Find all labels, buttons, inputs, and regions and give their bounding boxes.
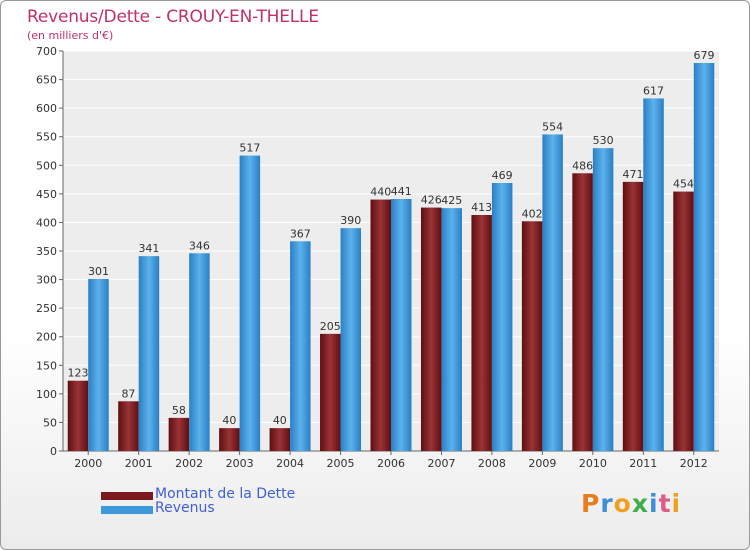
- data-label-debt: 440: [370, 186, 391, 199]
- proxiti-logo: Proxiti: [581, 489, 691, 525]
- x-tick-label: 2009: [528, 457, 556, 470]
- bar-debt: [420, 207, 442, 451]
- logo-letter: t: [658, 489, 672, 518]
- y-tick-label: 450: [36, 188, 57, 201]
- data-label-debt: 426: [421, 194, 442, 207]
- bar-revenue: [491, 183, 513, 451]
- bar-debt: [370, 199, 391, 451]
- bar-debt: [168, 417, 190, 451]
- y-tick-label: 0: [50, 445, 57, 458]
- y-tick-label: 600: [36, 102, 57, 115]
- bar-revenue: [391, 199, 412, 451]
- bar-debt: [269, 428, 291, 451]
- legend-label-revenue: Revenus: [155, 500, 215, 516]
- data-label-debt: 471: [623, 168, 644, 181]
- x-tick-label: 2005: [327, 457, 355, 470]
- y-tick-label: 700: [36, 45, 57, 58]
- x-tick-label: 2008: [478, 457, 506, 470]
- data-label-revenue: 367: [290, 227, 311, 240]
- data-label-revenue: 469: [492, 169, 513, 182]
- legend-swatch-revenue: [101, 506, 153, 514]
- y-tick-label: 250: [36, 302, 57, 315]
- bar-debt: [320, 333, 341, 451]
- bar-revenue: [189, 253, 210, 451]
- bar-debt: [471, 215, 492, 451]
- y-tick-label: 350: [36, 245, 57, 258]
- x-tick-label: 2000: [74, 457, 102, 470]
- data-label-revenue: 341: [138, 242, 159, 255]
- data-label-debt: 486: [572, 159, 593, 172]
- x-tick-label: 2001: [125, 457, 153, 470]
- y-tick-label: 400: [36, 216, 57, 229]
- y-tick-label: 300: [36, 274, 57, 287]
- x-tick-label: 2003: [226, 457, 254, 470]
- data-label-debt: 454: [673, 178, 694, 191]
- legend-swatch-debt: [101, 492, 153, 500]
- data-label-debt: 58: [172, 404, 186, 417]
- data-label-debt: 205: [320, 320, 341, 333]
- data-label-revenue: 517: [239, 142, 260, 155]
- bar-revenue: [441, 208, 462, 451]
- data-label-revenue: 617: [643, 84, 664, 97]
- bar-revenue: [88, 279, 109, 451]
- x-tick-label: 2004: [276, 457, 304, 470]
- data-label-debt: 87: [121, 387, 135, 400]
- data-label-revenue: 441: [391, 185, 412, 198]
- chart-subtitle: (en milliers d'€): [27, 29, 114, 42]
- data-label-revenue: 425: [441, 194, 462, 207]
- x-tick-label: 2011: [629, 457, 657, 470]
- data-label-debt: 40: [222, 414, 236, 427]
- x-tick-label: 2010: [579, 457, 607, 470]
- y-tick-label: 100: [36, 388, 57, 401]
- bar-revenue: [643, 98, 664, 451]
- data-label-revenue: 390: [340, 214, 361, 227]
- bar-debt: [572, 173, 593, 452]
- x-tick-label: 2002: [175, 457, 203, 470]
- logo-letter: r: [600, 489, 614, 518]
- y-tick-label: 500: [36, 159, 57, 172]
- data-label-revenue: 679: [694, 49, 715, 62]
- bar-revenue: [340, 228, 362, 451]
- data-label-debt: 402: [522, 207, 543, 220]
- logo-letter: o: [613, 489, 632, 518]
- bar-debt: [622, 181, 644, 451]
- x-tick-label: 2006: [377, 457, 405, 470]
- bar-debt: [118, 401, 139, 451]
- data-label-revenue: 301: [88, 265, 109, 278]
- y-tick-label: 200: [36, 331, 57, 344]
- y-tick-label: 50: [43, 416, 57, 429]
- logo-letter: x: [631, 489, 649, 518]
- bar-debt: [219, 428, 240, 451]
- y-tick-label: 550: [36, 131, 57, 144]
- bar-revenue: [239, 155, 261, 452]
- x-tick-label: 2012: [680, 457, 708, 470]
- data-label-debt: 40: [273, 414, 287, 427]
- bar-debt: [673, 191, 694, 452]
- bar-revenue: [592, 148, 614, 451]
- bar-revenue: [290, 241, 311, 451]
- data-label-revenue: 554: [542, 120, 563, 133]
- bar-revenue: [542, 134, 563, 451]
- logo-letter: i: [649, 489, 659, 518]
- chart-title: Revenus/Dette - CROUY-EN-THELLE: [27, 7, 319, 27]
- bar-debt: [67, 380, 89, 451]
- data-label-debt: 413: [471, 201, 492, 214]
- bar-revenue: [138, 256, 160, 451]
- data-label-debt: 123: [67, 367, 88, 380]
- legend-label-debt: Montant de la Dette: [155, 486, 296, 502]
- data-label-revenue: 530: [593, 134, 614, 147]
- x-tick-label: 2007: [427, 457, 455, 470]
- data-label-revenue: 346: [189, 239, 210, 252]
- y-tick-label: 150: [36, 359, 57, 372]
- bar-revenue: [693, 63, 715, 451]
- logo-letter: i: [671, 489, 682, 518]
- logo-letter: P: [581, 489, 601, 518]
- y-tick-label: 650: [36, 74, 57, 87]
- bar-debt: [521, 221, 543, 451]
